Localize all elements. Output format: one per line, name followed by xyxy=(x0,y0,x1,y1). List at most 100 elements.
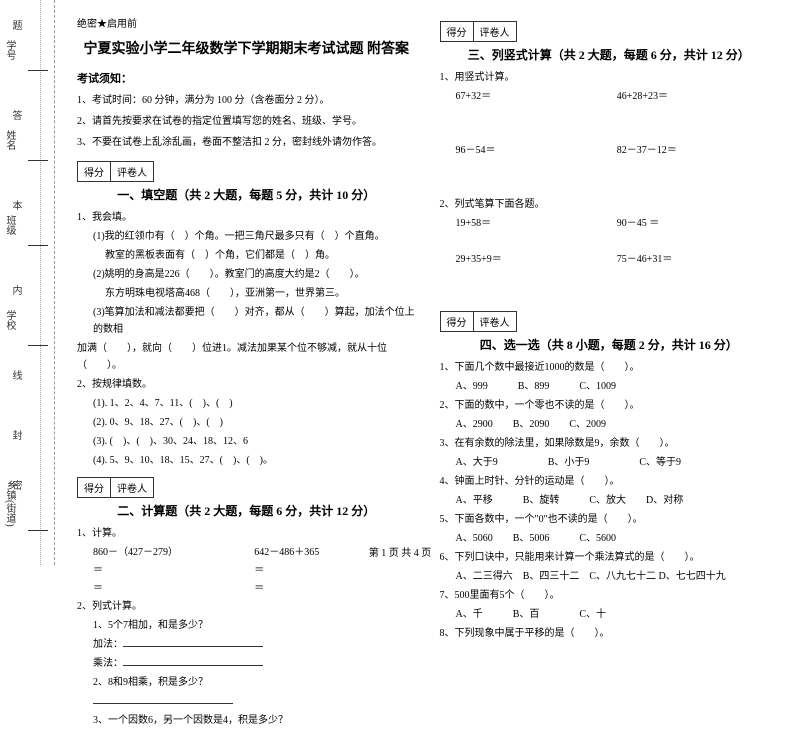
margin-mark: 线 xyxy=(8,370,23,380)
question: 1、用竖式计算。 xyxy=(440,69,779,86)
question: 1、我会填。 xyxy=(77,209,416,226)
column-left: 绝密★启用前 宁夏实验小学二年级数学下学期期末考试试题 附答案 考试须知： 1、… xyxy=(65,15,428,540)
question: 8、下列现象中属于平移的是（ ）。 xyxy=(440,625,779,642)
margin-underline xyxy=(28,345,48,346)
options: A、二三得六 B、四三十二 C、八九七十二 D、七七四十九 xyxy=(440,568,779,585)
main-content: 绝密★启用前 宁夏实验小学二年级数学下学期期末考试试题 附答案 考试须知： 1、… xyxy=(55,0,800,565)
page-footer: 第 1 页 共 4 页 xyxy=(0,544,800,559)
question-sub: 1、5个7相加，和是多少？ xyxy=(77,617,416,634)
calc-row: 29+35+9＝ 75－46+31＝ xyxy=(440,251,779,269)
question-sub: (3). ( )、( )、30、24、18、12、6 xyxy=(77,433,416,450)
question: 2、下面的数中，一个零也不读的是（ ）。 xyxy=(440,397,779,414)
question-sub: 加满（ ），就向（ ）位进1。减法加果某个位不够减，就从十位（ ）。 xyxy=(77,340,416,374)
options: A、2900 B、2090 C、2009 xyxy=(440,416,779,433)
calc-expr: 75－46+31＝ xyxy=(617,251,778,269)
margin-label-id: 学号 xyxy=(2,40,17,60)
calc-expr: 90－45 ＝ xyxy=(617,215,778,233)
margin-mark: 答 xyxy=(8,110,23,120)
score-label: 得分 xyxy=(441,22,474,41)
score-label: 得分 xyxy=(441,312,474,331)
question: 7、500里面有5个（ ）。 xyxy=(440,587,779,604)
notice-heading: 考试须知： xyxy=(77,70,416,86)
question-sub: 东方明珠电视塔高468（ ），亚洲第一，世界第三。 xyxy=(77,285,416,302)
section-title-1: 一、填空题（共 2 大题，每题 5 分，共计 10 分） xyxy=(77,186,416,203)
question: 5、下面各数中，一个"0"也不读的是（ ）。 xyxy=(440,511,779,528)
section-header-3: 得分 评卷人 xyxy=(440,15,779,44)
margin-underline xyxy=(28,160,48,161)
margin-label-town: 乡镇(街道) xyxy=(2,480,17,527)
dotted-line xyxy=(40,0,41,565)
section-header-1: 得分 评卷人 xyxy=(77,155,416,184)
calc-expr: 29+35+9＝ xyxy=(456,251,617,269)
reviewer-label: 评卷人 xyxy=(474,22,516,41)
margin-underline xyxy=(28,530,48,531)
options: A、平移 B、旋转 C、放大 D、对称 xyxy=(440,492,779,509)
reviewer-label: 评卷人 xyxy=(474,312,516,331)
section-header-4: 得分 评卷人 xyxy=(440,305,779,334)
question-sub: (4). 5、9、10、18、15、27、( )、( )。 xyxy=(77,452,416,469)
score-box: 得分 评卷人 xyxy=(77,477,154,498)
margin-mark: 题 xyxy=(8,20,23,30)
question: 4、钟面上时针、分针的运动是（ ）。 xyxy=(440,473,779,490)
answer-line: 加法： xyxy=(77,636,416,653)
question-sub: (3)笔算加法和减法都要把（ ）对齐，都从（ ）算起，加法个位上的数相 xyxy=(77,304,416,338)
question-sub: 教室的黑板表面有（ ）个角，它们都是（ ）角。 xyxy=(77,247,416,264)
secret-label: 绝密★启用前 xyxy=(77,15,416,30)
answer-line: 乘法： xyxy=(77,655,416,672)
exam-title: 宁夏实验小学二年级数学下学期期末考试试题 附答案 xyxy=(77,38,416,58)
calc-row: ＝ ＝ xyxy=(77,580,416,598)
blank-line xyxy=(123,637,263,647)
question-sub: 3、一个因数6，另一个因数是4，积是多少？ xyxy=(77,712,416,729)
question-sub: (1). 1、2、4、7、11、( )、( ) xyxy=(77,395,416,412)
score-label: 得分 xyxy=(78,162,111,181)
question-sub: 2、8和9相乘，积是多少？ xyxy=(77,674,416,691)
margin-mark: 内 xyxy=(8,285,23,295)
section-title-4: 四、选一选（共 8 小题，每题 2 分，共计 16 分） xyxy=(440,336,779,353)
section-title-2: 二、计算题（共 2 大题，每题 6 分，共计 12 分） xyxy=(77,502,416,519)
score-box: 得分 评卷人 xyxy=(440,311,517,332)
calc-expr: 96－54＝ xyxy=(456,142,617,160)
label-mul: 乘法： xyxy=(93,658,123,669)
blank-line xyxy=(123,656,263,666)
margin-underline xyxy=(28,70,48,71)
calc-expr: 46+28+23＝ xyxy=(617,88,778,106)
margin-mark: 本 xyxy=(8,200,23,210)
notice-item: 3、不要在试卷上乱涂乱画，卷面不整洁扣 2 分，密封线外请勿作答。 xyxy=(77,134,416,152)
question-sub: (2). 0、9、18、27、( )、( ) xyxy=(77,414,416,431)
column-right: 得分 评卷人 三、列竖式计算（共 2 大题，每题 6 分，共计 12 分） 1、… xyxy=(428,15,791,540)
question: 3、在有余数的除法里，如果除数是9，余数（ ）。 xyxy=(440,435,779,452)
options: A、大于9 B、小于9 C、等于9 xyxy=(440,454,779,471)
calc-expr: 67+32＝ xyxy=(456,88,617,106)
margin-label-class: 班级 xyxy=(2,215,17,235)
calc-expr: 82－37－12＝ xyxy=(617,142,778,160)
question-sub: (1)我的红领巾有（ ）个角。一把三角尺最多只有（ ）个直角。 xyxy=(77,228,416,245)
answer-line xyxy=(77,693,416,710)
calc-row: 67+32＝ 46+28+23＝ xyxy=(440,88,779,106)
question: 2、列式计算。 xyxy=(77,598,416,615)
score-label: 得分 xyxy=(78,478,111,497)
calc-expr: 19+58＝ xyxy=(456,215,617,233)
margin-mark: 封 xyxy=(8,430,23,440)
question: 2、列式笔算下面各题。 xyxy=(440,196,779,213)
question-sub: (2)姚明的身高是226（ ）。教室门的高度大约是2（ ）。 xyxy=(77,266,416,283)
section-title-3: 三、列竖式计算（共 2 大题，每题 6 分，共计 12 分） xyxy=(440,46,779,63)
options: A、999 B、899 C、1009 xyxy=(440,378,779,395)
label-add: 加法： xyxy=(93,639,123,650)
binding-margin: 题 学号 答 姓名 本 班级 内 学校 线 封 密 乡镇(街道) xyxy=(0,0,55,565)
notice-item: 2、请首先按要求在试卷的指定位置填写您的姓名、班级、学号。 xyxy=(77,113,416,131)
options: A、千 B、百 C、十 xyxy=(440,606,779,623)
calc-row: 19+58＝ 90－45 ＝ xyxy=(440,215,779,233)
blank-line xyxy=(93,694,233,704)
reviewer-label: 评卷人 xyxy=(111,162,153,181)
calc-eq: ＝ xyxy=(254,580,415,598)
calc-row: 96－54＝ 82－37－12＝ xyxy=(440,142,779,160)
section-header-2: 得分 评卷人 xyxy=(77,471,416,500)
margin-label-school: 学校 xyxy=(2,310,17,330)
margin-label-name: 姓名 xyxy=(2,130,17,150)
reviewer-label: 评卷人 xyxy=(111,478,153,497)
calc-eq: ＝ xyxy=(93,580,254,598)
question: 2、按规律填数。 xyxy=(77,376,416,393)
notice-item: 1、考试时间：60 分钟，满分为 100 分（含卷面分 2 分）。 xyxy=(77,92,416,110)
score-box: 得分 评卷人 xyxy=(77,161,154,182)
score-box: 得分 评卷人 xyxy=(440,21,517,42)
